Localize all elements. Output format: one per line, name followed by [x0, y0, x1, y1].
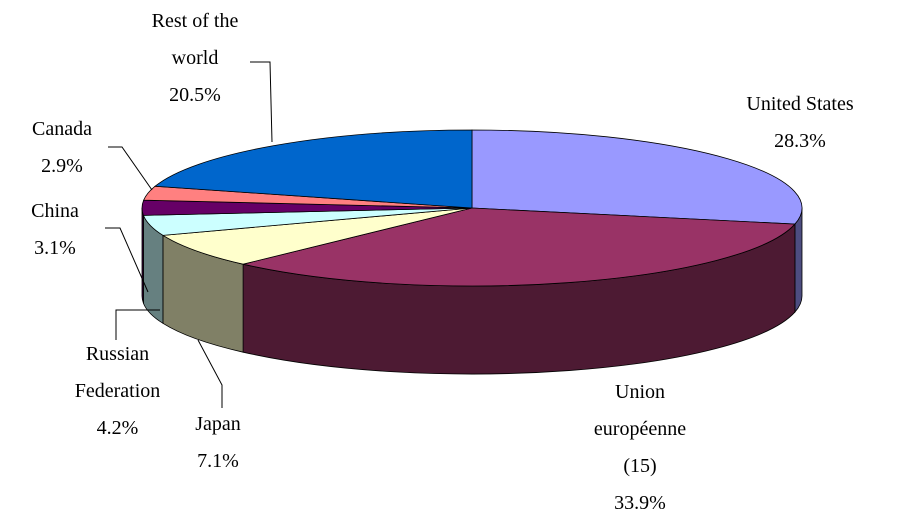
- slice: [161, 207, 473, 265]
- slice-side: [141, 207, 144, 304]
- value-label: 4.2%: [96, 417, 139, 439]
- category-label: Russian Federation: [74, 343, 161, 402]
- slice: [154, 129, 473, 209]
- slice: [471, 129, 803, 225]
- slice-label: United States 28.3%: [720, 86, 880, 160]
- category-label: Japan: [195, 413, 241, 435]
- value-label: 28.3%: [774, 130, 826, 152]
- slice-label: Union européenne (15) 33.9%: [585, 374, 695, 522]
- slice-label: Canada 2.9%: [12, 111, 112, 185]
- value-label: 3.1%: [34, 237, 76, 259]
- category-label: Canada: [32, 118, 92, 140]
- value-label: 2.9%: [41, 155, 83, 177]
- value-label: 20.5%: [169, 84, 221, 106]
- leader-line: [250, 61, 273, 143]
- leader-line: [115, 309, 160, 340]
- slice-label: Russian Federation 4.2%: [60, 336, 175, 447]
- category-label: China: [31, 200, 79, 222]
- slice-side: [794, 207, 803, 314]
- leader-line: [105, 227, 149, 293]
- slice-label: Rest of the world 20.5%: [135, 3, 255, 114]
- value-label: 7.1%: [197, 450, 239, 472]
- leader-lines: [105, 61, 273, 408]
- slice: [242, 207, 796, 287]
- category-label: Rest of the world: [151, 10, 239, 69]
- leader-line: [108, 146, 153, 191]
- category-label: Union européenne (15): [593, 381, 687, 477]
- category-label: United States: [746, 93, 854, 115]
- value-label: 33.9%: [614, 492, 666, 514]
- leader-line: [197, 339, 223, 408]
- slice-label: Japan 7.1%: [168, 406, 268, 480]
- pie: [141, 129, 803, 375]
- slice-label: China 3.1%: [10, 193, 100, 267]
